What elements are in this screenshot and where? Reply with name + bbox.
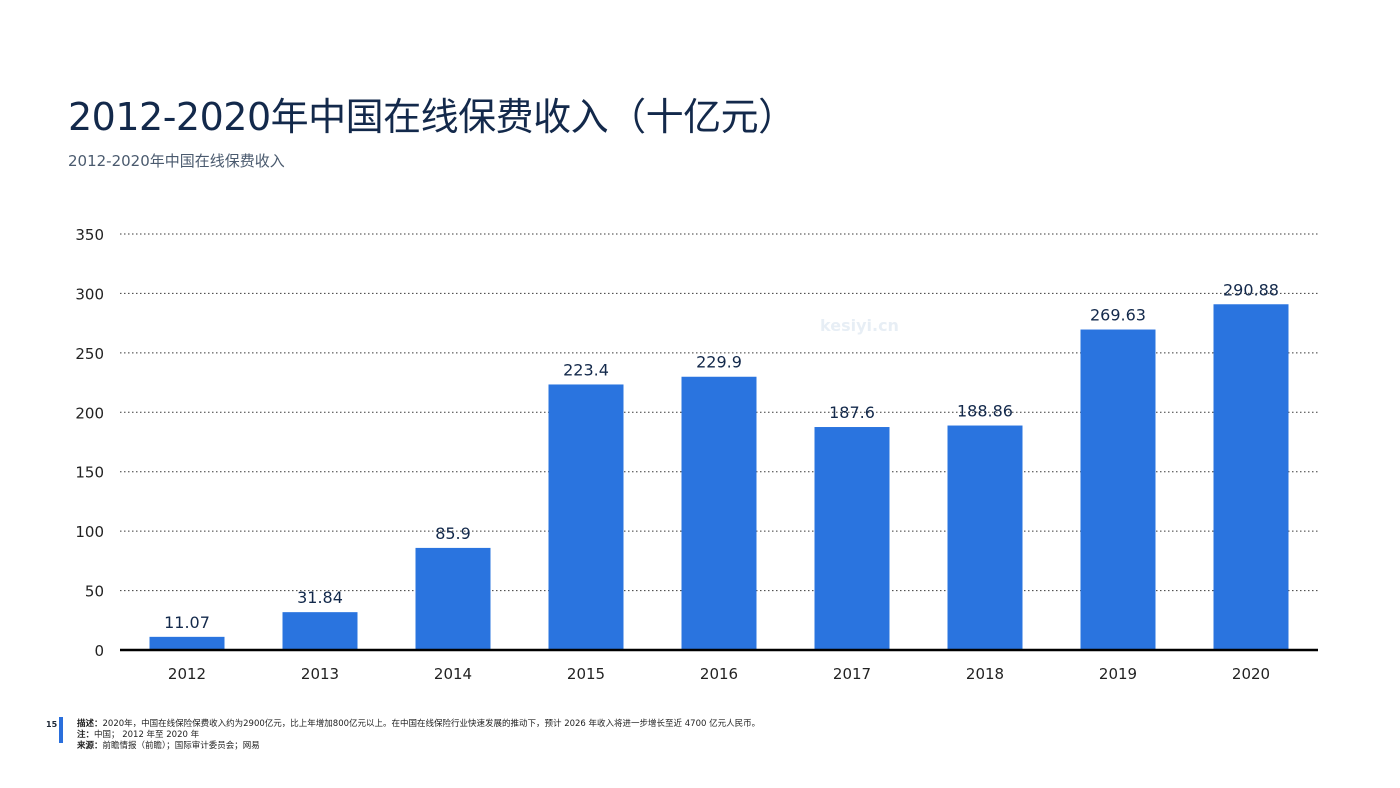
bar	[415, 547, 491, 650]
y-tick-label: 350	[75, 226, 104, 244]
description-label: 描述：	[77, 719, 103, 729]
chart-title: 2012-2020年中国在线保费收入（十亿元）	[68, 95, 796, 139]
bar	[548, 384, 624, 650]
source-label: 来源：	[77, 741, 103, 751]
x-tick-label: 2013	[301, 665, 339, 683]
note-line: 注：中国； 2012 年至 2020 年	[77, 730, 760, 741]
y-tick-label: 100	[75, 523, 104, 541]
data-label: 188.86	[957, 402, 1013, 421]
watermark: kesiyi.cn	[820, 316, 899, 335]
x-tick-label: 2015	[567, 665, 605, 683]
data-label: 223.4	[563, 360, 609, 379]
bar-chart: 0 50 100 150 200 250 300 350 11.07 31.84 85.9 223.…	[75, 226, 1318, 683]
y-tick-label: 300	[75, 285, 104, 303]
bar	[1080, 329, 1156, 650]
description-line: 描述：2020年，中国在线保险保费收入约为2900亿元，比上年增加800亿元以上…	[77, 719, 760, 730]
data-label: 269.63	[1090, 306, 1146, 325]
bar	[149, 636, 225, 650]
y-axis-ticks: 0 50 100 150 200 250 300 350	[75, 226, 104, 660]
chart-subtitle: 2012-2020年中国在线保费收入	[68, 152, 285, 170]
x-tick-label: 2014	[434, 665, 472, 683]
note-label: 注：	[77, 730, 95, 740]
footer-accent-bar	[59, 717, 63, 743]
bar	[814, 427, 890, 650]
data-label: 229.9	[696, 353, 742, 372]
x-tick-label: 2016	[700, 665, 738, 683]
source-line: 来源：前瞻情报（前瞻）；国际审计委员会；网易	[77, 741, 760, 752]
bar	[282, 612, 358, 650]
x-tick-label: 2012	[168, 665, 206, 683]
data-labels: 11.07 31.84 85.9 223.4 229.9 187.6 188.86 269.6…	[164, 280, 1279, 632]
y-tick-label: 200	[75, 404, 104, 422]
page-number: 15	[46, 720, 58, 729]
data-label: 85.9	[435, 524, 471, 543]
y-tick-label: 150	[75, 464, 104, 482]
footer-notes: 描述：2020年，中国在线保险保费收入约为2900亿元，比上年增加800亿元以上…	[77, 719, 760, 752]
y-tick-label: 250	[75, 345, 104, 363]
x-tick-label: 2019	[1099, 665, 1137, 683]
bars	[149, 304, 1289, 650]
x-tick-label: 2018	[966, 665, 1004, 683]
data-label: 11.07	[164, 613, 210, 632]
data-label: 187.6	[829, 403, 875, 422]
data-label: 290.88	[1223, 280, 1279, 299]
description-text: 2020年，中国在线保险保费收入约为2900亿元，比上年增加800亿元以上。在中…	[102, 719, 761, 729]
bar	[681, 376, 757, 650]
y-tick-label: 0	[94, 642, 104, 660]
data-label: 31.84	[297, 588, 343, 607]
source-text: 前瞻情报（前瞻）；国际审计委员会；网易	[102, 741, 260, 751]
bar	[1213, 304, 1289, 650]
x-tick-label: 2020	[1232, 665, 1270, 683]
note-text: 中国； 2012 年至 2020 年	[94, 730, 200, 740]
bar	[947, 425, 1023, 650]
y-tick-label: 50	[85, 583, 104, 601]
x-axis-ticks: 2012 2013 2014 2015 2016 2017 2018 2019 2020	[168, 665, 1270, 683]
x-tick-label: 2017	[833, 665, 871, 683]
